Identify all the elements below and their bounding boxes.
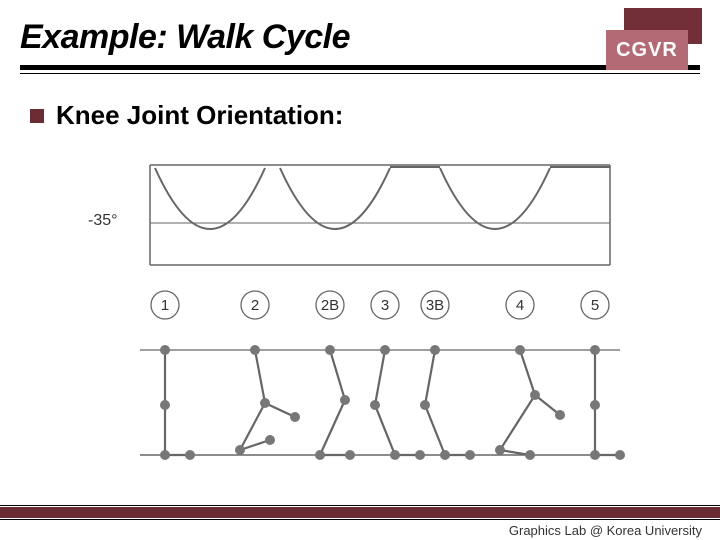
bullet-text: Knee Joint Orientation: [56,100,343,131]
title-rule-thick [20,65,700,70]
footer-rule-top [0,505,720,506]
svg-text:-35°: -35° [88,212,118,229]
svg-text:4: 4 [516,297,524,314]
bullet-icon [30,109,44,123]
title-area: Example: Walk Cycle [20,18,700,74]
badge-text: CGVR [616,39,678,62]
svg-text:5: 5 [591,297,599,314]
knee-diagram: -35° 1 2 2B 3 3B 4 5 [70,155,630,475]
diagram-svg: -35° 1 2 2B 3 3B 4 5 [70,155,630,475]
slide-title: Example: Walk Cycle [20,18,700,57]
title-rule-thin [20,73,700,74]
title-underlines [20,65,700,74]
lab-badge: CGVR [606,30,688,70]
footer-rule-bottom [0,519,720,520]
footer-bar [0,507,720,518]
svg-text:3B: 3B [426,297,444,314]
svg-text:2: 2 [251,297,259,314]
svg-text:1: 1 [161,297,169,314]
svg-text:2B: 2B [321,297,339,314]
svg-text:3: 3 [381,297,389,314]
bullet-row: Knee Joint Orientation: [30,100,343,131]
footer-text: Graphics Lab @ Korea University [509,523,702,538]
